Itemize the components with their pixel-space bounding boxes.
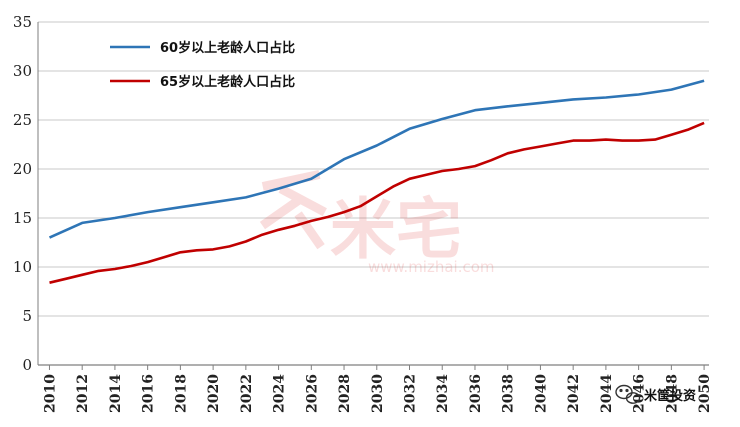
x-tick-label: 2042	[566, 374, 582, 413]
logo-badge-text: 米筐投资	[644, 388, 696, 404]
series-line-65plus	[49, 121, 705, 284]
x-axis-ticks: 2010 2012 2014 2016 2018 2020 2022 2024 2026 2028…	[42, 365, 713, 413]
wechat-icon	[615, 384, 641, 404]
x-tick-label: 2016	[141, 374, 157, 413]
x-tick-label: 2040	[533, 374, 549, 413]
y-tick-label: 25	[13, 111, 32, 129]
watermark: 米宅 www.mizhai.com	[259, 170, 495, 276]
y-tick-label: 10	[13, 258, 32, 276]
gridlines	[37, 21, 709, 366]
x-tick-label: 2038	[501, 374, 517, 413]
y-tick-label: 35	[13, 13, 32, 31]
x-tick-label: 2030	[370, 374, 386, 413]
x-tick-label: 2050	[697, 374, 713, 413]
series-line-60plus	[48, 79, 705, 239]
x-tick-label: 2012	[75, 374, 91, 413]
x-tick-label: 2048	[664, 374, 680, 413]
y-tick-label: 5	[22, 307, 32, 325]
y-tick-label: 0	[22, 356, 32, 374]
legend: 60岁以上老龄人口占比 65岁以上老龄人口占比	[110, 40, 295, 90]
legend-label-65plus: 65岁以上老龄人口占比	[160, 74, 295, 90]
x-tick-label: 2034	[435, 374, 451, 413]
x-tick-label: 2020	[206, 374, 222, 413]
x-tick-label: 2024	[272, 374, 288, 413]
y-axis-ticks: 0 5 10 15 20 25 30 35	[13, 13, 32, 374]
watermark-logo-icon	[259, 170, 327, 250]
watermark-url: www.mizhai.com	[368, 258, 495, 276]
x-tick-label: 2028	[337, 374, 353, 413]
x-tick-label: 2022	[239, 374, 255, 413]
y-tick-label: 15	[13, 209, 32, 227]
logo-badge: 米筐投资	[615, 384, 696, 404]
watermark-brand: 米宅	[330, 191, 462, 268]
x-tick-label: 2018	[173, 374, 189, 413]
x-tick-label: 2010	[42, 374, 58, 413]
x-tick-label: 2026	[304, 374, 320, 413]
y-tick-label: 30	[13, 62, 32, 80]
x-tick-label: 2014	[108, 374, 124, 413]
legend-label-60plus: 60岁以上老龄人口占比	[160, 40, 295, 56]
x-tick-label: 2036	[468, 374, 484, 413]
x-tick-label: 2044	[599, 374, 615, 413]
y-tick-label: 20	[13, 160, 32, 178]
x-tick-label: 2032	[403, 374, 419, 413]
